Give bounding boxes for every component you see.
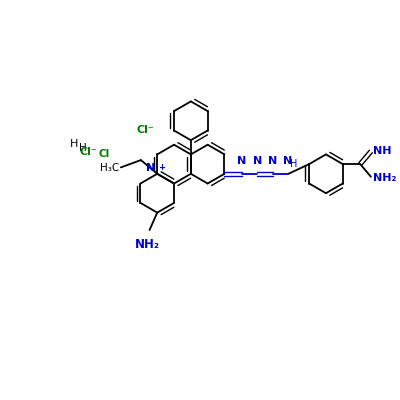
Text: H: H bbox=[290, 159, 298, 169]
Text: +: + bbox=[158, 162, 165, 172]
Text: NH: NH bbox=[373, 146, 391, 156]
Text: NH₂: NH₂ bbox=[373, 173, 396, 183]
Text: Cl⁻: Cl⁻ bbox=[136, 125, 154, 135]
Text: N: N bbox=[146, 163, 155, 173]
Text: Cl: Cl bbox=[98, 150, 110, 160]
Text: H: H bbox=[79, 143, 87, 153]
Text: N: N bbox=[253, 156, 262, 166]
Text: N: N bbox=[283, 156, 292, 166]
Text: Cl⁻: Cl⁻ bbox=[80, 146, 98, 156]
Text: H₃C: H₃C bbox=[100, 163, 119, 173]
Text: N: N bbox=[268, 156, 278, 166]
Text: H: H bbox=[70, 139, 78, 149]
Text: NH₂: NH₂ bbox=[135, 238, 160, 251]
Text: N: N bbox=[237, 156, 246, 166]
